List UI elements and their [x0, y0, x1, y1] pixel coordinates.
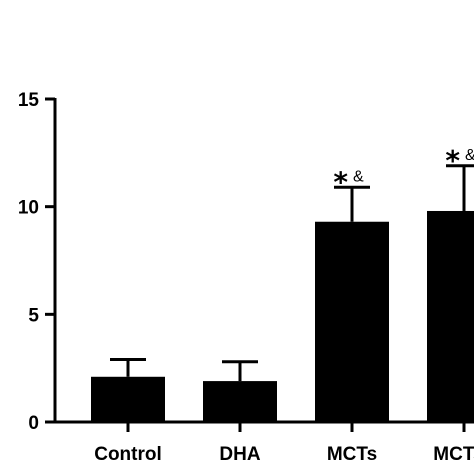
category-label-1: Control	[94, 444, 162, 465]
bar-mcts	[315, 221, 389, 422]
y-tick-label-0: 0	[28, 413, 39, 434]
category-label-3: MCTs	[327, 444, 377, 465]
y-tick-label-15: 15	[18, 90, 40, 111]
category-labels: Control DHA MCTs MCTs+	[94, 444, 474, 465]
category-label-2: DHA	[219, 444, 260, 465]
significance-ampersand: &	[465, 147, 474, 164]
bar-control	[91, 376, 165, 422]
category-label-4: MCTs+	[433, 444, 474, 465]
significance-star: *	[333, 165, 348, 198]
y-tick-label-10: 10	[18, 198, 39, 219]
bars	[91, 210, 474, 422]
y-axis: 0 5 10 15	[18, 90, 57, 434]
x-axis	[53, 420, 474, 432]
y-tick-label-5: 5	[28, 305, 39, 326]
significance-ampersand: &	[353, 168, 364, 185]
significance-star: *	[445, 144, 460, 177]
bar-mcts	[427, 210, 474, 422]
significance-annotations: *&*&	[333, 144, 474, 199]
bar-dha	[203, 381, 277, 422]
error-bars	[110, 164, 474, 382]
